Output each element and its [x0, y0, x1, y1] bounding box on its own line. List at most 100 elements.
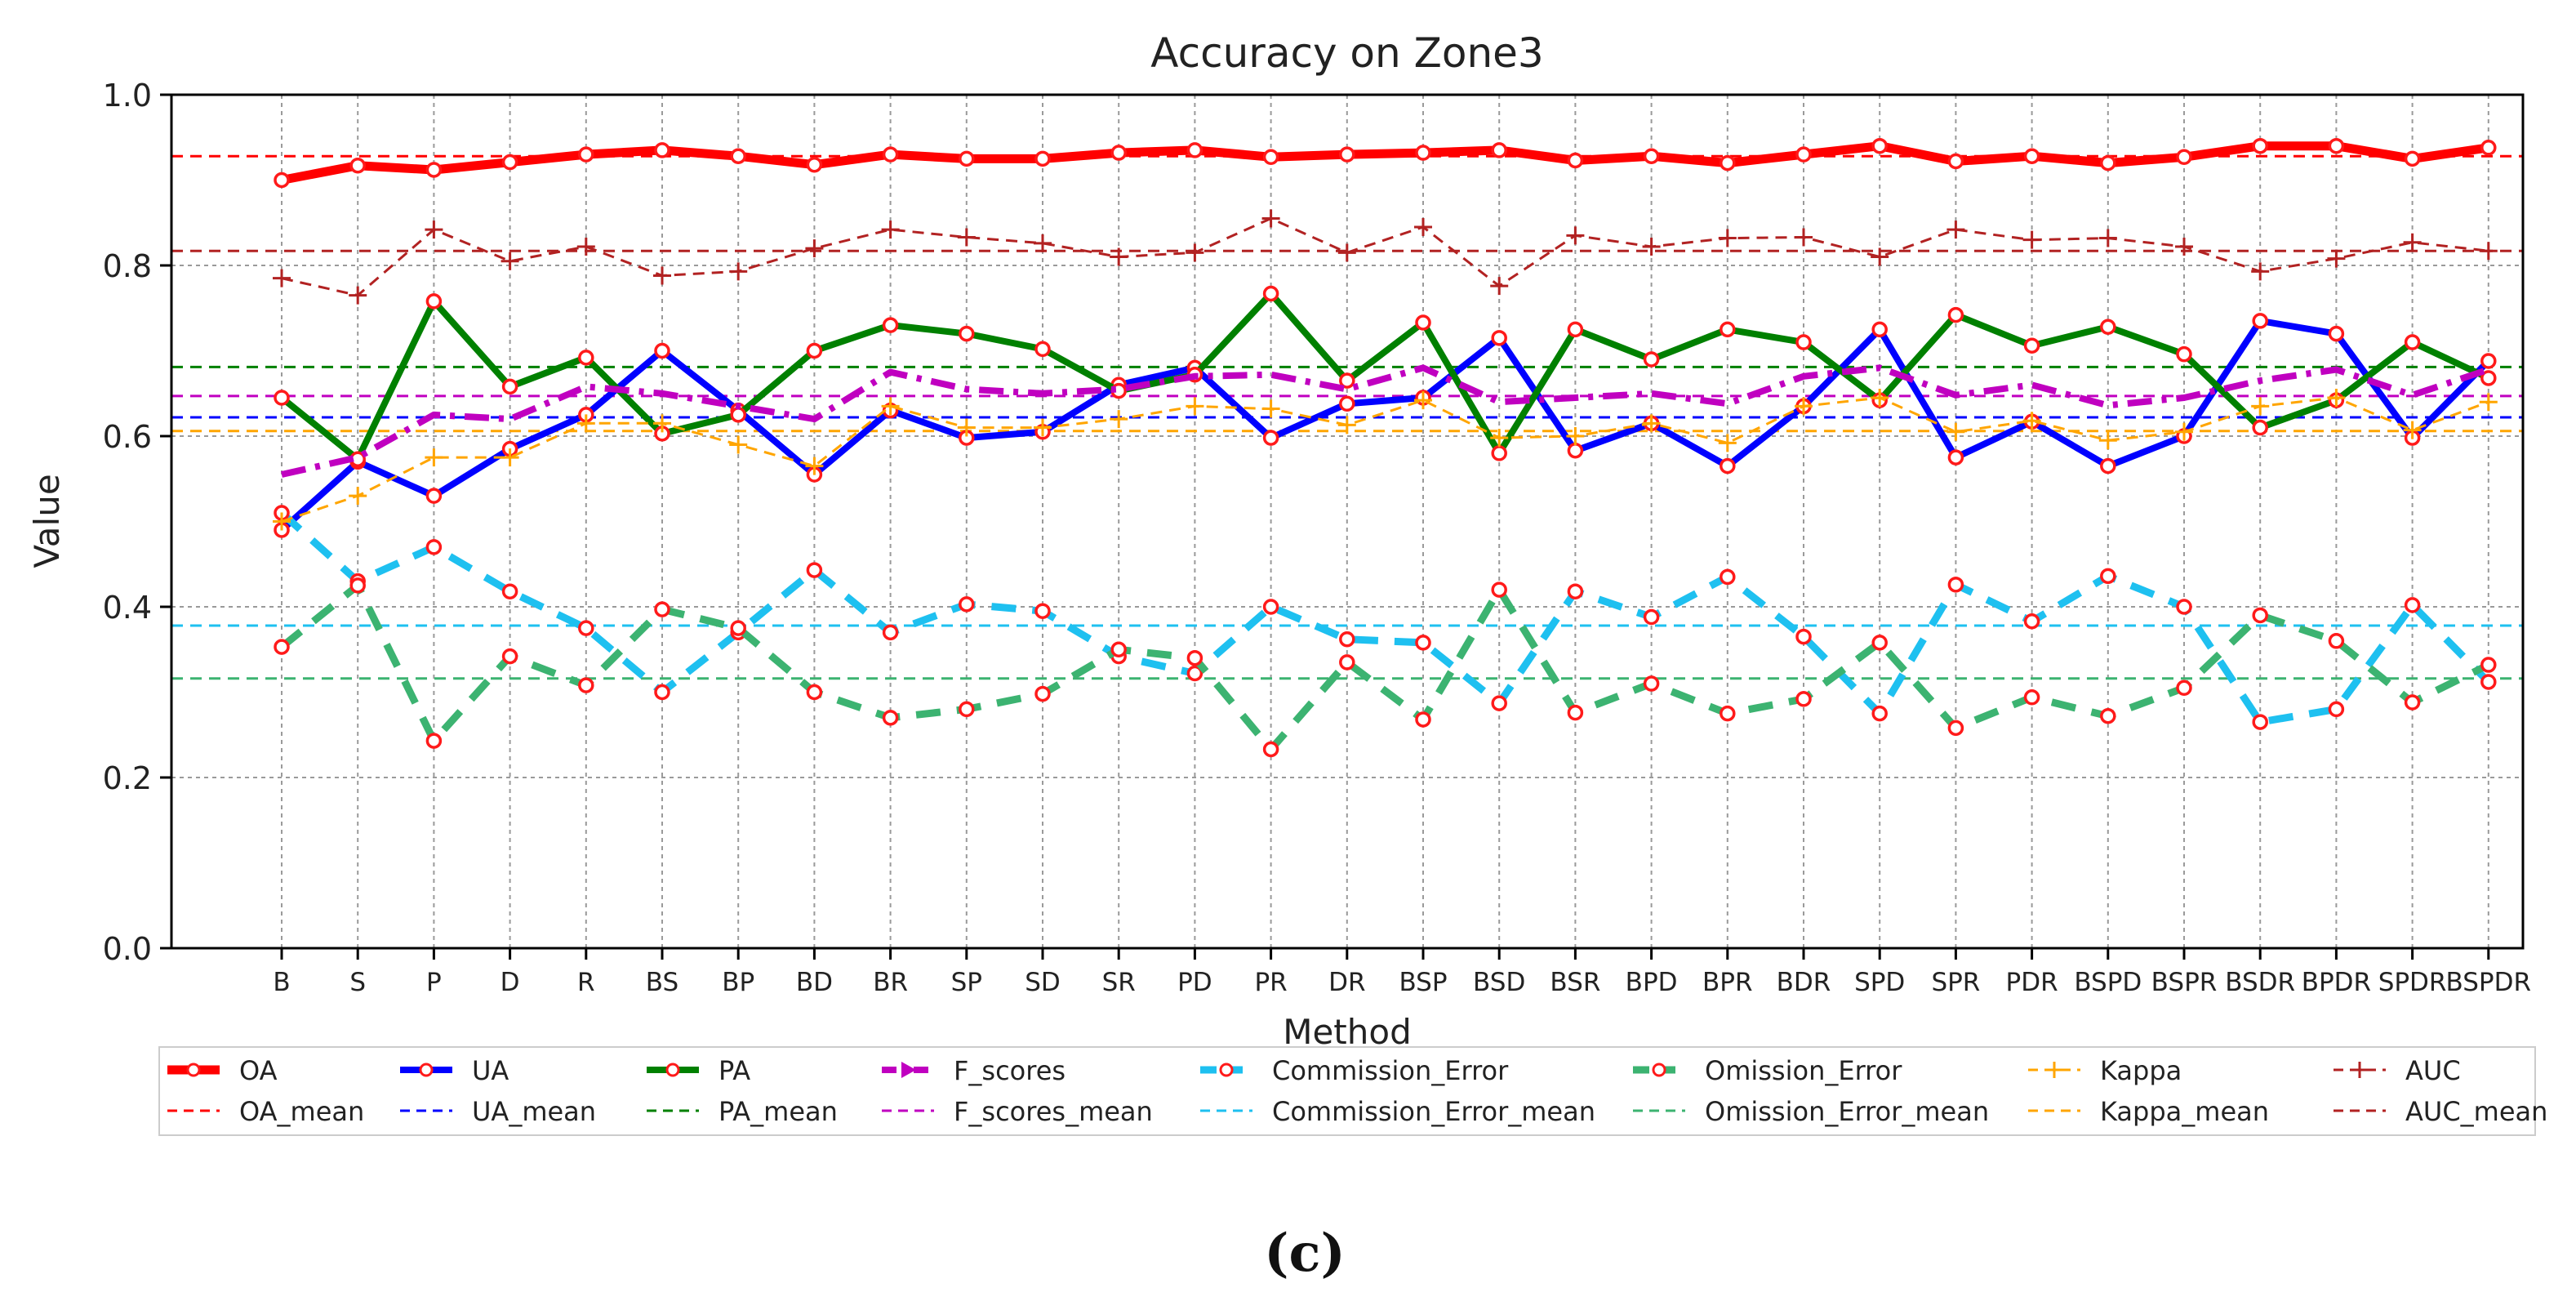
series-oa: [274, 137, 2497, 189]
x-tick-label: SP: [951, 968, 982, 997]
chart-title: Accuracy on Zone3: [1150, 29, 1543, 77]
x-tick-label: BDR: [1777, 968, 1831, 997]
data-point-auc: [501, 252, 519, 270]
data-point-kappa: [1566, 427, 1585, 445]
y-tick-label: 0.6: [103, 419, 152, 455]
data-point-auc: [576, 238, 595, 256]
data-point-kappa: [881, 397, 900, 416]
data-point-omission-error: [274, 639, 290, 655]
series-lines: [273, 137, 2498, 758]
series-omission-error: [274, 577, 2497, 758]
data-point-kappa: [1871, 388, 1889, 407]
legend-item-auc: AUC: [2334, 1055, 2461, 1086]
data-point-kappa: [1642, 414, 1661, 433]
data-point-pa: [882, 317, 899, 333]
data-point-ua: [2100, 457, 2116, 475]
data-point-auc: [1642, 238, 1661, 256]
data-point-omission-error: [1186, 649, 1203, 666]
x-tick-label: BSDR: [2225, 968, 2295, 997]
y-tick-label: 0.8: [103, 248, 152, 284]
x-tick-label: B: [273, 968, 290, 997]
data-point-auc: [2175, 238, 2193, 256]
data-point-commission-error: [1339, 630, 1355, 648]
data-point-ua: [1339, 395, 1355, 412]
data-point-commission-error: [1415, 635, 1431, 651]
data-point-omission-error: [578, 677, 594, 693]
data-point-commission-error: [1795, 628, 1812, 645]
series-line-oa: [280, 141, 2489, 185]
legend-label: PA_mean: [719, 1096, 838, 1127]
data-point-ua: [2328, 325, 2345, 342]
data-point-commission-error: [1262, 599, 1279, 615]
data-point-oa: [501, 154, 518, 171]
data-point-oa: [2328, 137, 2345, 154]
data-point-commission-error: [959, 596, 975, 613]
x-tick-label: PR: [1254, 968, 1287, 997]
data-point-auc: [1337, 243, 1356, 262]
data-point-oa: [2252, 137, 2268, 154]
x-tick-label: S: [349, 968, 366, 997]
data-point-oa: [730, 148, 746, 164]
data-point-commission-error: [2176, 599, 2192, 615]
data-point-commission-error: [501, 583, 518, 599]
data-point-commission-error: [2023, 613, 2040, 630]
data-point-commission-error: [2100, 568, 2116, 585]
data-point-ua: [2252, 313, 2268, 329]
data-point-pa: [1339, 372, 1355, 389]
legend-label: Omission_Error_mean: [1705, 1096, 1989, 1127]
data-point-pa: [578, 350, 594, 366]
x-tick-label: SD: [1025, 968, 1061, 997]
data-point-oa: [654, 142, 670, 158]
legend-label: F_scores_mean: [954, 1096, 1153, 1127]
legend-item-f-scores: F_scores: [882, 1055, 1066, 1086]
data-point-commission-error: [2404, 597, 2421, 613]
data-point-kappa: [501, 448, 519, 467]
data-point-ua: [1720, 457, 1736, 475]
legend-item-ua: UA: [400, 1055, 509, 1086]
legend-label: UA_mean: [472, 1096, 596, 1127]
legend-label: OA: [239, 1055, 278, 1086]
data-point-omission-error: [1262, 741, 1279, 758]
data-point-oa: [1720, 154, 1736, 172]
legend-item-auc-mean: AUC_mean: [2334, 1096, 2547, 1127]
data-point-pa: [1567, 321, 1584, 338]
data-point-kappa: [273, 512, 291, 531]
data-point-auc: [2479, 242, 2498, 261]
data-point-oa: [2100, 154, 2116, 172]
data-point-auc: [2327, 249, 2346, 268]
data-point-pa: [2100, 319, 2116, 335]
data-point-oa: [1567, 152, 1584, 169]
data-point-commission-error: [1186, 665, 1203, 682]
data-point-pa: [1415, 314, 1431, 331]
data-point-pa: [425, 293, 443, 310]
data-point-auc: [1414, 217, 1432, 236]
data-point-pa: [2176, 345, 2192, 363]
legend-label: F_scores: [954, 1055, 1066, 1086]
data-point-omission-error: [425, 733, 443, 749]
data-point-omission-error: [1491, 581, 1507, 598]
data-point-oa: [2404, 150, 2421, 167]
data-point-pa: [1643, 351, 1660, 368]
x-tick-label: SPD: [1854, 968, 1905, 997]
data-point-kappa: [1946, 422, 1965, 441]
data-point-auc: [349, 286, 367, 305]
data-point-omission-error: [959, 701, 975, 718]
data-point-oa: [1415, 145, 1431, 161]
legend-label: OA_mean: [239, 1096, 364, 1127]
series-line-omission-error: [279, 581, 2490, 753]
legend-item-pa: PA: [647, 1055, 750, 1086]
legend-item-oa: OA: [167, 1055, 278, 1086]
x-tick-label: D: [501, 968, 520, 997]
x-tick-label: PDR: [2006, 968, 2058, 997]
data-point-oa: [2176, 149, 2192, 166]
data-point-oa: [1947, 153, 1964, 170]
x-tick-label: R: [577, 968, 595, 997]
data-point-commission-error: [1720, 568, 1736, 586]
data-point-omission-error: [882, 710, 899, 726]
y-tick-label: 1.0: [103, 78, 152, 114]
data-point-ua: [1491, 330, 1507, 346]
data-point-pa: [806, 342, 823, 359]
data-point-pa: [501, 378, 518, 395]
data-point-kappa: [2403, 421, 2422, 439]
